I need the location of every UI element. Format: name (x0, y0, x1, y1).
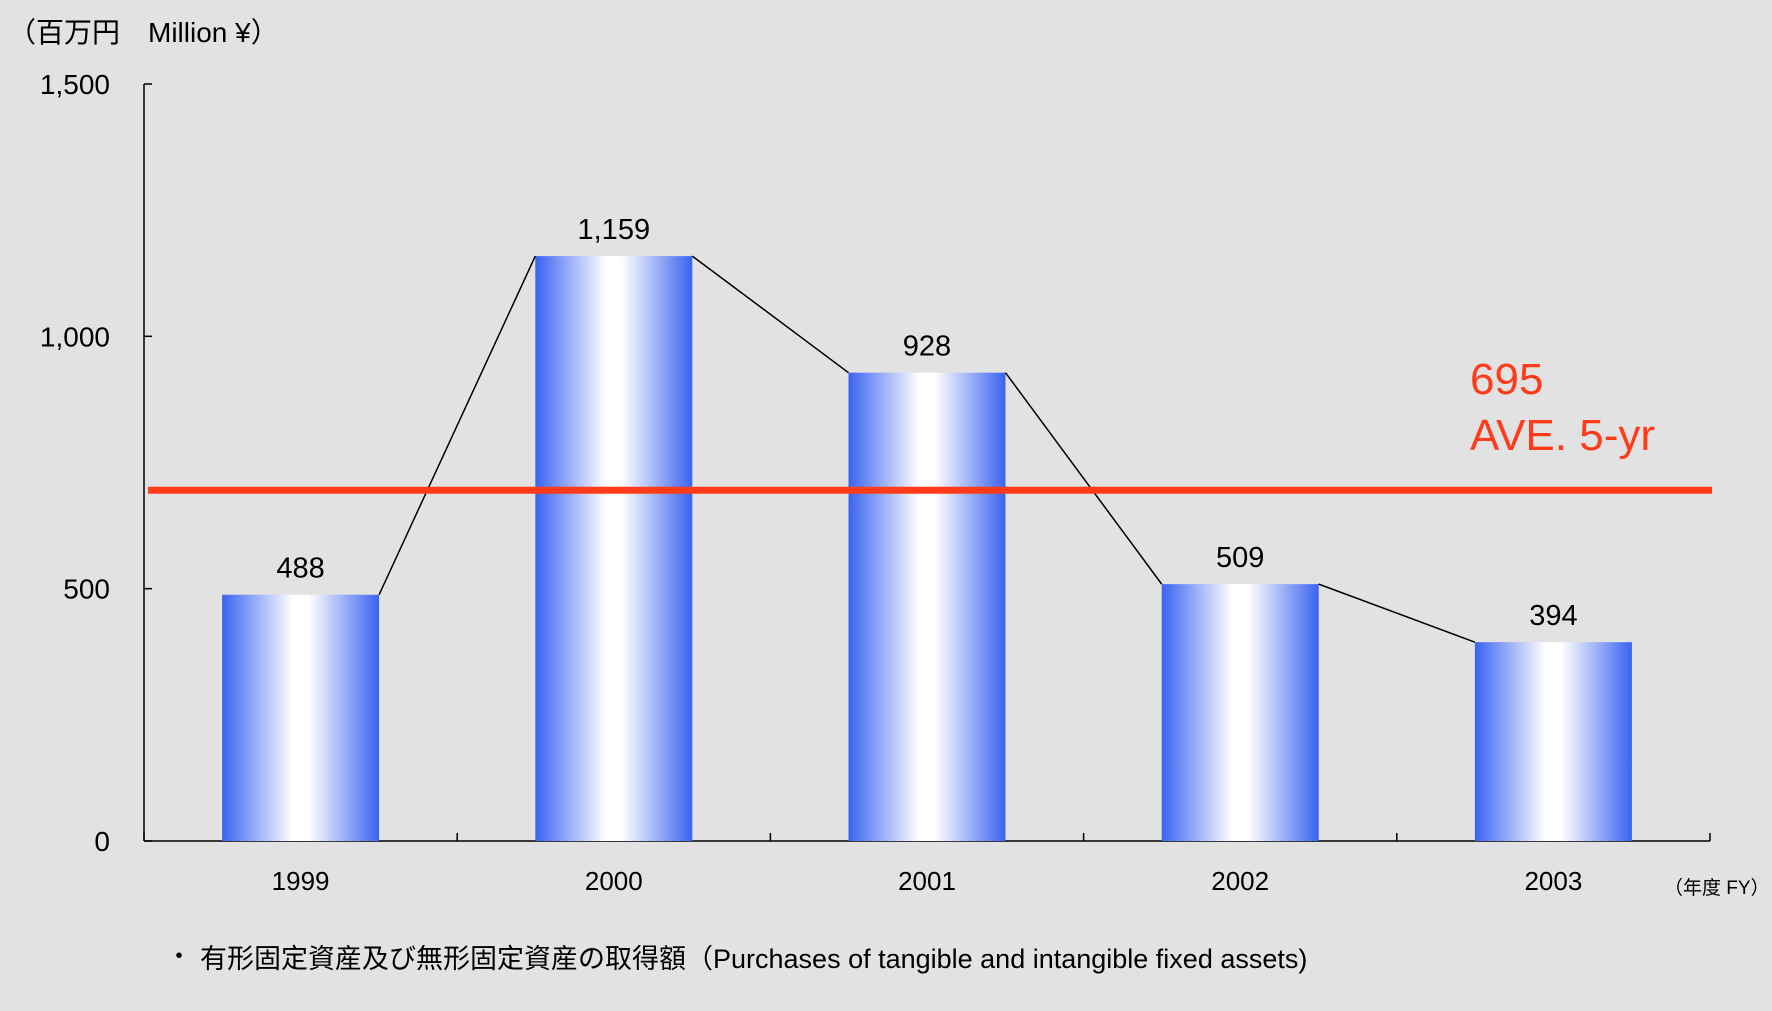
bar (1474, 642, 1632, 841)
data-label: 394 (1529, 600, 1577, 632)
x-axis-unit-label: （年度 FY） (1664, 877, 1770, 899)
y-axis: 0 500 1,000 1,500 (40, 69, 152, 857)
connecting-line-segment (378, 255, 536, 596)
y-tick-label: 1,000 (40, 321, 110, 352)
x-axis: 1999 2000 2001 2002 2003 (143, 833, 1711, 896)
x-tick-label: 2002 (1211, 866, 1269, 896)
y-axis-unit-label: （百万円 Million ¥） (8, 17, 279, 48)
x-tick-label: 2000 (585, 866, 643, 896)
x-tick-label: 2003 (1524, 866, 1582, 896)
data-label: 509 (1216, 542, 1264, 574)
bar (535, 256, 693, 842)
data-label: 928 (903, 331, 951, 363)
connecting-line-segment (1318, 583, 1476, 643)
data-label: 488 (276, 553, 324, 585)
legend-text: 有形固定資産及び無形固定資産の取得額（Purchases of tangible… (200, 944, 1307, 974)
y-tick-label: 0 (94, 826, 110, 857)
bar (848, 372, 1006, 841)
y-tick-label: 500 (63, 574, 110, 605)
average-line-group: 695 AVE. 5-yr (148, 355, 1712, 494)
connecting-line-segment (691, 255, 849, 374)
connecting-line-segment (1004, 372, 1163, 585)
connecting-line (378, 255, 1476, 643)
x-tick-label: 2001 (898, 866, 956, 896)
bar (222, 594, 380, 841)
average-label: AVE. 5-yr (1470, 411, 1655, 460)
value-labels: 488 1,159 928 509 394 (276, 214, 1577, 632)
bars (222, 256, 1632, 842)
legend-marker: ・ (166, 941, 192, 971)
data-label: 1,159 (578, 214, 651, 246)
bar (1161, 584, 1319, 841)
x-tick-label: 1999 (272, 866, 330, 896)
average-value-label: 695 (1470, 355, 1543, 404)
y-tick-label: 1,500 (40, 69, 110, 100)
